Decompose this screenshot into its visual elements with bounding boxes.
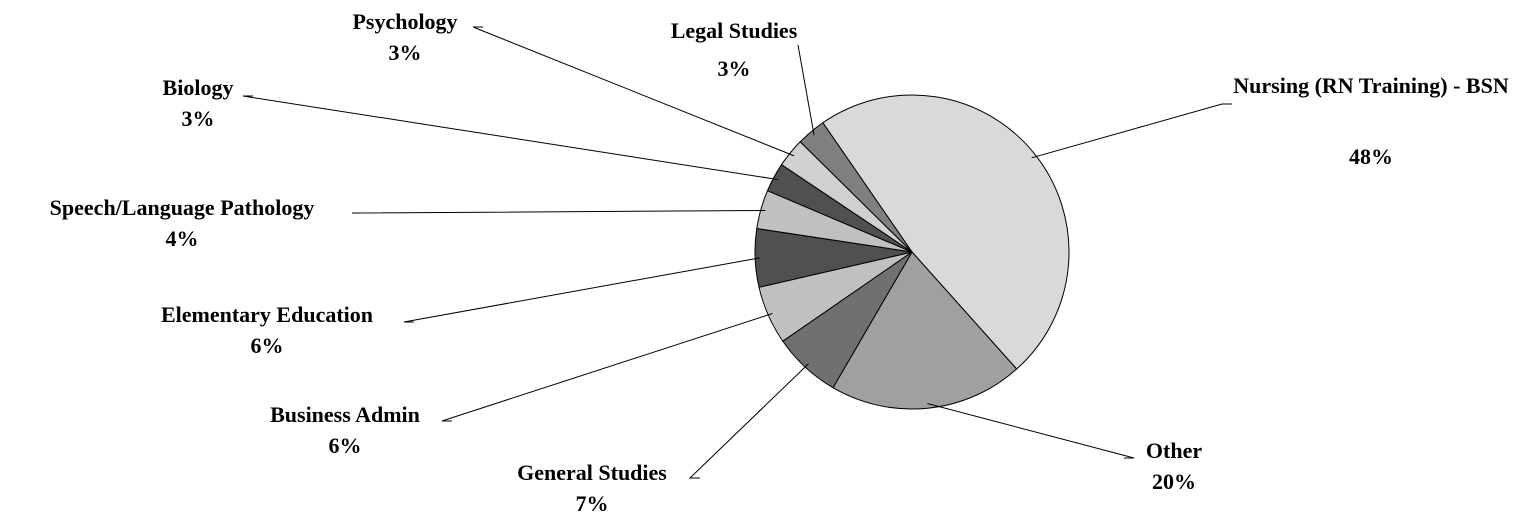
slice-value-label: 4% <box>165 226 199 251</box>
slice-value-label: 6% <box>328 433 362 458</box>
leader-line <box>927 403 1135 459</box>
leader-line <box>797 44 815 136</box>
slice-label: General Studies <box>517 460 667 485</box>
leader-line <box>441 312 773 422</box>
slice-value-label: 6% <box>250 333 284 358</box>
slice-label: Legal Studies <box>670 18 798 43</box>
pie-slice <box>822 94 1070 370</box>
pie-slice <box>799 122 913 253</box>
slice-label: Elementary Education <box>160 302 374 327</box>
slice-label: Nursing (RN Training) - BSN <box>1233 73 1509 98</box>
leader-line <box>1031 103 1232 159</box>
leader-line <box>403 257 760 323</box>
leader-line <box>688 363 809 479</box>
slice-value-label: 3% <box>717 56 751 81</box>
slice-value-label: 3% <box>388 40 422 65</box>
pie-slice <box>832 251 1018 410</box>
slice-label: Biology <box>162 75 234 100</box>
leader-line <box>242 95 779 181</box>
leader-line <box>472 26 795 157</box>
slice-value-label: 3% <box>181 106 215 131</box>
slice-label: Business Admin <box>270 402 420 427</box>
slice-value-label: 7% <box>575 491 609 516</box>
slice-label: Psychology <box>352 9 458 34</box>
slice-value-label: 48% <box>1349 144 1393 169</box>
slice-value-label: 20% <box>1152 469 1196 494</box>
leader-line <box>351 210 766 214</box>
slice-label: Speech/Language Pathology <box>49 195 315 220</box>
slice-label: Other <box>1145 438 1203 463</box>
